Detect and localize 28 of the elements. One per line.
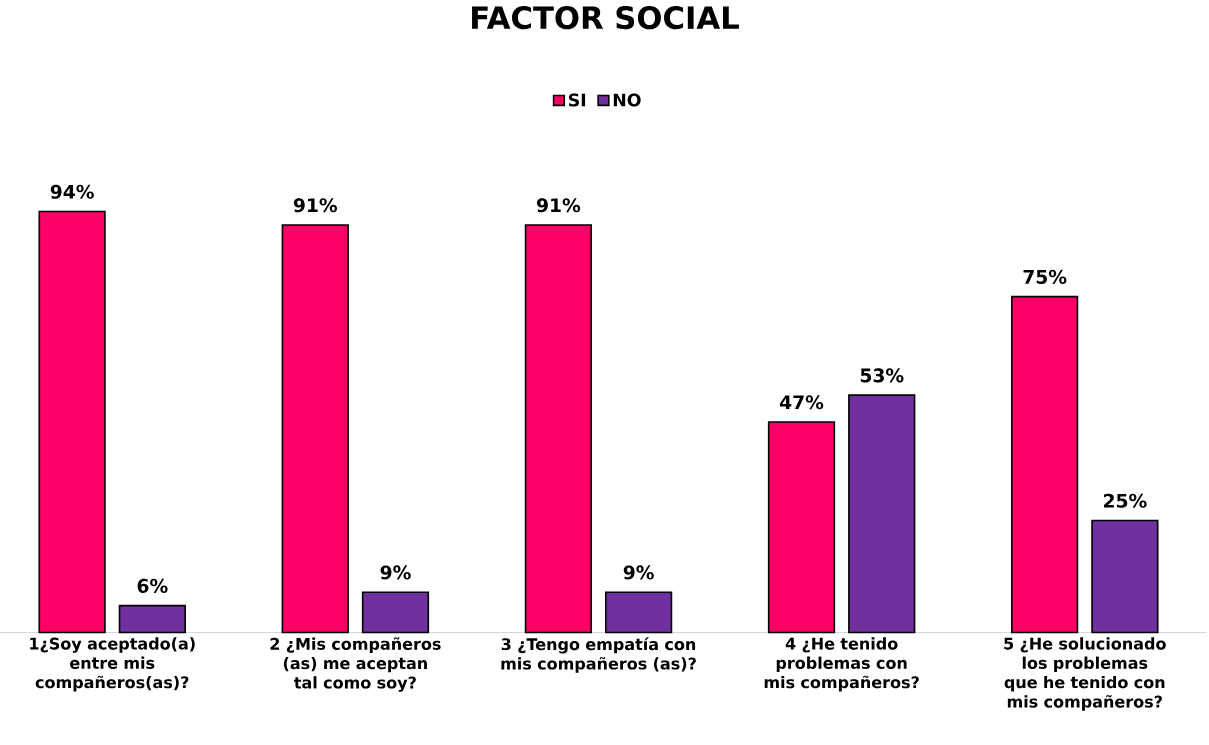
- data-label: 94%: [50, 184, 94, 200]
- bar: [1091, 519, 1159, 634]
- data-label: 53%: [860, 368, 904, 383]
- data-label: 6%: [137, 578, 168, 594]
- bar: [604, 591, 673, 634]
- bar: [1011, 296, 1079, 634]
- bar: [118, 605, 186, 634]
- bar: [38, 210, 106, 634]
- x-tick-label: 5 ¿He solucionado los problemas que he tenido con mis compañeros?: [1004, 637, 1166, 711]
- bar: [767, 421, 836, 634]
- x-tick-label: 1¿Soy aceptado(a) entre mis compañeros(as)?: [30, 637, 195, 692]
- data-label: 75%: [1023, 269, 1067, 285]
- legend-label: NO: [613, 93, 641, 107]
- bar: [848, 394, 916, 634]
- bar: [524, 224, 592, 634]
- bar: [361, 591, 430, 634]
- x-tick-label: 4 ¿He tenido problemas con mis compañeros?: [764, 637, 919, 692]
- legend-label: SI: [568, 93, 586, 107]
- x-tick-label: 3 ¿Tengo empatía con mis compañeros (as)?: [501, 637, 696, 673]
- chart-title: FACTOR SOCIAL: [472, 6, 739, 30]
- data-label: 9%: [623, 565, 654, 580]
- data-label: 91%: [293, 198, 338, 213]
- bar: [281, 224, 349, 634]
- data-label: 9%: [380, 565, 411, 580]
- x-tick-label: 2 ¿Mis compañeros (as) me aceptan tal como soy?: [270, 637, 441, 693]
- data-label: 47%: [779, 395, 824, 410]
- data-label: 91%: [536, 198, 581, 213]
- data-label: 25%: [1104, 493, 1147, 509]
